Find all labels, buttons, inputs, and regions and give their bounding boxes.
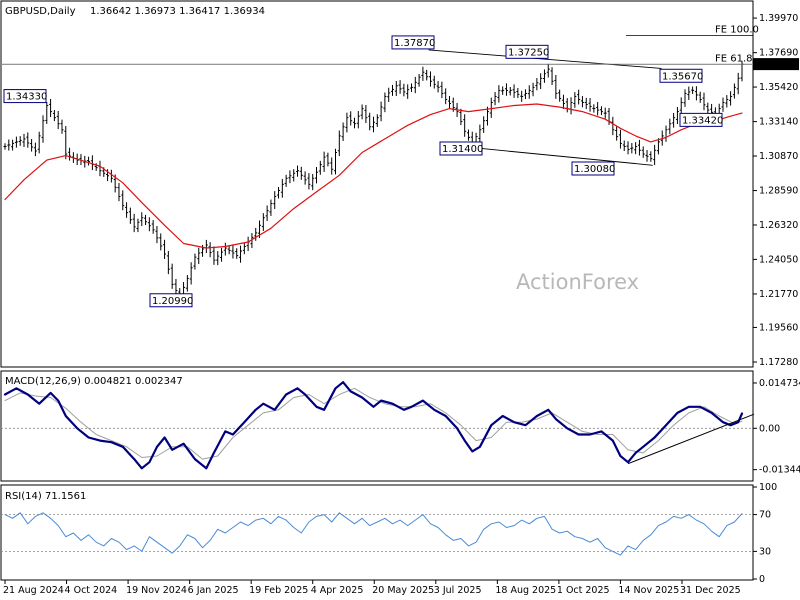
x-tick-label: 1 Oct 2025	[557, 585, 610, 596]
x-tick-label: 4 Apr 2025	[311, 585, 364, 596]
key-level-box	[571, 161, 615, 176]
key-level-label: 1.30080	[571, 161, 615, 176]
x-tick-label: 6 Jan 2025	[188, 585, 239, 596]
x-tick-label: 19 Feb 2025	[249, 585, 308, 596]
watermark: ActionForex	[516, 270, 639, 294]
key-level-box	[439, 141, 483, 156]
key-level-label: 1.37250	[505, 44, 549, 59]
rsi-title: RSI(14) 71.1561	[5, 491, 86, 502]
y-tick-label: 1.39970	[759, 13, 798, 24]
macd-title: MACD(12,26,9) 0.004821 0.002347	[5, 376, 183, 387]
rsi-y-tick-label: 100	[759, 482, 777, 493]
key-level-label: 1.34330	[3, 89, 47, 104]
x-tick-label: 3 Jul 2025	[434, 585, 482, 596]
macd-panel	[0, 370, 754, 482]
key-level-box	[3, 89, 47, 104]
trendline	[476, 147, 653, 166]
x-tick-label: 4 Oct 2024	[65, 585, 118, 596]
macd-signal-line	[4, 387, 743, 460]
key-level-label: 1.35670	[659, 68, 703, 83]
key-level-label: 1.37870	[391, 35, 435, 50]
macd-line	[3, 381, 744, 470]
fe-level-label: FE 61.8	[715, 53, 753, 64]
key-level-value: 1.34330	[6, 92, 47, 103]
macd-y-tick-label: -0.013442	[759, 465, 800, 476]
key-level-value: 1.31400	[442, 144, 483, 155]
y-tick-label: 1.30870	[759, 151, 798, 162]
key-level-value: 1.37870	[394, 38, 435, 49]
key-level-value: 1.30080	[574, 164, 615, 175]
rsi-y-tick-label: 70	[759, 510, 771, 521]
main-panel	[0, 0, 754, 368]
y-tick-label: 1.35420	[759, 82, 798, 93]
chart-symbol: GBPUSD,Daily	[5, 6, 76, 17]
y-tick-label: 1.37690	[759, 48, 798, 59]
fe-level-label: FE 100.0	[715, 25, 759, 36]
rsi-y-tick-label: 0	[759, 574, 765, 585]
key-level-value: 1.37250	[508, 47, 549, 58]
x-tick-label: 19 Nov 2024	[126, 585, 187, 596]
x-tick-label: 21 Aug 2024	[3, 585, 64, 596]
key-level-label: 1.33420	[679, 112, 723, 127]
chart-ohlc: 1.36642 1.36973 1.36417 1.36934	[90, 6, 265, 17]
macd-trendline	[627, 413, 755, 465]
macd-y-tick-label: 0.014734	[759, 378, 800, 389]
x-tick-label: 18 Aug 2025	[495, 585, 556, 596]
x-tick-label: 31 Dec 2025	[680, 585, 741, 596]
y-tick-label: 1.24050	[759, 254, 798, 265]
x-tick-label: 14 Nov 2025	[618, 585, 679, 596]
x-tick-label: 20 May 2025	[372, 585, 434, 596]
key-level-box	[391, 35, 435, 50]
moving-average-line	[4, 103, 743, 249]
key-level-value: 1.33420	[682, 115, 723, 126]
y-tick-label: 1.26320	[759, 220, 798, 231]
key-level-label: 1.31400	[439, 141, 483, 156]
current-price-label: 1.36934	[757, 60, 796, 71]
y-tick-label: 1.17280	[759, 357, 798, 368]
macd-y-tick-label: 0.00	[759, 423, 780, 434]
key-level-box	[149, 293, 193, 308]
key-level-box	[659, 68, 703, 83]
y-tick-label: 1.19560	[759, 322, 798, 333]
key-level-box	[505, 44, 549, 59]
key-level-box	[679, 112, 723, 127]
rsi-y-tick-label: 30	[759, 546, 771, 557]
y-tick-label: 1.28590	[759, 186, 798, 197]
key-level-value: 1.35670	[662, 71, 703, 82]
price-bars	[3, 60, 744, 301]
key-level-value: 1.20990	[152, 296, 193, 307]
current-price-box	[753, 58, 799, 71]
y-tick-label: 1.21770	[759, 289, 798, 300]
key-level-label: 1.20990	[149, 293, 193, 308]
y-tick-label: 1.33140	[759, 117, 798, 128]
trendline	[428, 49, 662, 69]
rsi-panel	[0, 484, 754, 581]
rsi-line	[4, 512, 743, 556]
